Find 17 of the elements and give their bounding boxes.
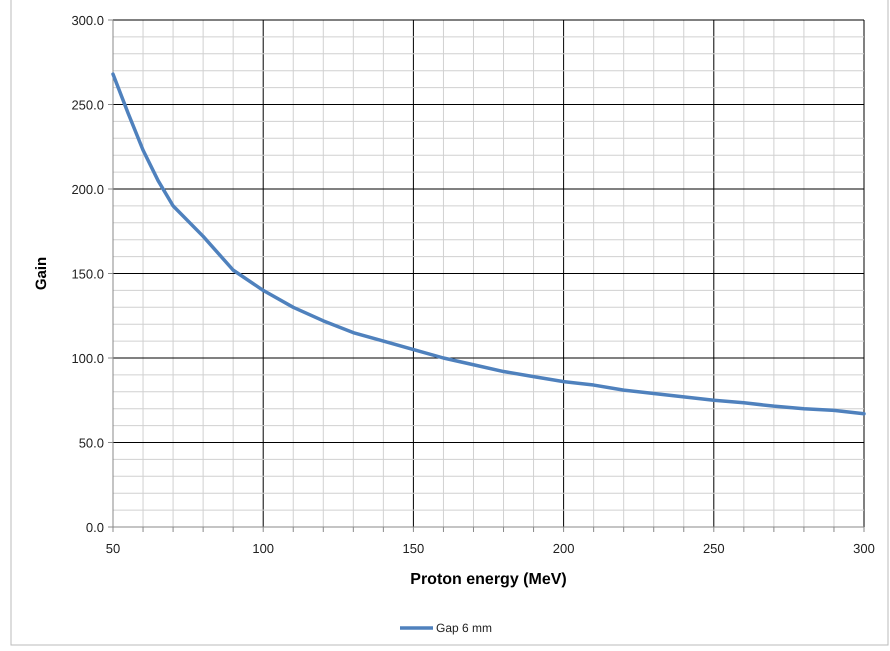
x-axis-title: Proton energy (MeV) bbox=[410, 571, 567, 588]
x-tick-label: 50 bbox=[106, 541, 120, 556]
y-tick-label: 0.0 bbox=[86, 520, 104, 535]
x-tick-label: 250 bbox=[702, 541, 725, 556]
y-tick-label: 50.0 bbox=[78, 436, 104, 450]
line-series bbox=[111, 72, 866, 416]
x-tick-label: 150 bbox=[402, 541, 424, 556]
y-tick-label: 250.0 bbox=[71, 98, 104, 112]
x-tick-label: 200 bbox=[552, 541, 574, 556]
y-axis-title: Gain bbox=[33, 256, 50, 290]
y-tick-label: 150.0 bbox=[71, 266, 104, 282]
x-tick-label: 100 bbox=[252, 541, 274, 556]
legend-label: Gap 6 mm bbox=[436, 621, 492, 635]
x-tick-label: 300 bbox=[853, 541, 875, 556]
y-tick-label: 300.0 bbox=[71, 13, 104, 28]
y-tick-label: 200.0 bbox=[71, 182, 104, 197]
y-tick-label: 100.0 bbox=[71, 351, 104, 366]
